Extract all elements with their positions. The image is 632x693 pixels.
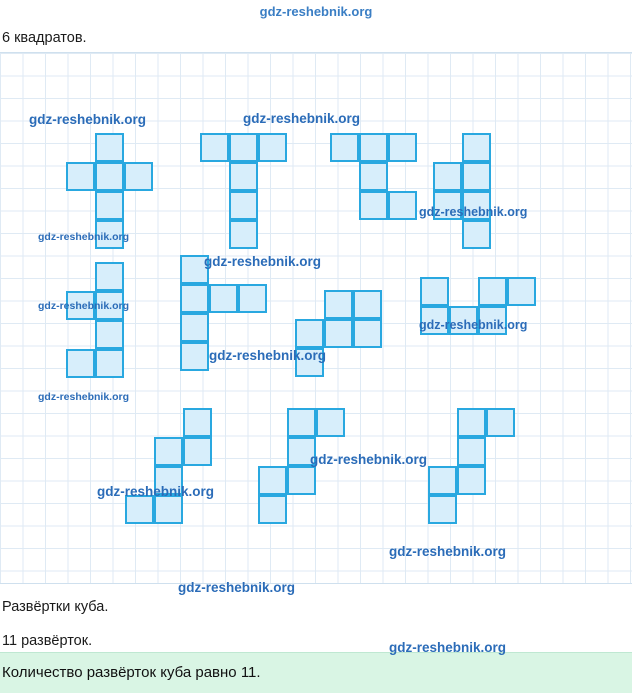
net-cell [66, 291, 95, 320]
net-cell [420, 306, 449, 335]
net-cell [388, 133, 417, 162]
net-cell [200, 133, 229, 162]
net-cell [428, 466, 457, 495]
net-cell [330, 133, 359, 162]
net-cell [316, 408, 345, 437]
net-cell [420, 277, 449, 306]
net-cell [154, 495, 183, 524]
net-cell [353, 290, 382, 319]
net-cell [462, 191, 491, 220]
net-cell [457, 408, 486, 437]
net-cell [180, 255, 209, 284]
net-cell [324, 290, 353, 319]
net-cell [95, 262, 124, 291]
watermark-top: gdz-reshebnik.org [259, 4, 373, 19]
text-nets-title: Развёртки куба. [2, 599, 109, 615]
net-cell [66, 349, 95, 378]
net-cell [359, 162, 388, 191]
net-cell [180, 284, 209, 313]
net-cell [229, 220, 258, 249]
net-cell [478, 277, 507, 306]
net-cell [287, 466, 316, 495]
net-cell [95, 191, 124, 220]
net-cell [95, 133, 124, 162]
net-cell [462, 133, 491, 162]
answer-bar: Количество развёрток куба равно 11. [0, 652, 632, 693]
answer-text: Количество развёрток куба равно 11. [2, 664, 261, 681]
net-cell [180, 313, 209, 342]
net-cell [258, 133, 287, 162]
net-cell [457, 437, 486, 466]
net-cell [180, 342, 209, 371]
net-cell [507, 277, 536, 306]
net-cell [287, 437, 316, 466]
net-cell [295, 319, 324, 348]
net-cell [449, 306, 478, 335]
net-cell [478, 306, 507, 335]
net-cell [462, 220, 491, 249]
net-cell [287, 408, 316, 437]
net-cell [324, 319, 353, 348]
text-nets-count: 11 развёрток. [2, 633, 93, 649]
net-cell [154, 437, 183, 466]
net-cell [258, 466, 287, 495]
net-cell [295, 348, 324, 377]
net-cell [183, 408, 212, 437]
net-cell [95, 220, 124, 249]
net-cell [258, 495, 287, 524]
net-cell [183, 437, 212, 466]
net-cell [66, 162, 95, 191]
net-cell [209, 284, 238, 313]
net-cell [95, 291, 124, 320]
net-cell [428, 495, 457, 524]
net-cell [433, 162, 462, 191]
net-cell [486, 408, 515, 437]
net-cell [359, 191, 388, 220]
net-cell [457, 466, 486, 495]
net-cell [95, 162, 124, 191]
net-cell [124, 162, 153, 191]
net-cell [154, 466, 183, 495]
net-cell [238, 284, 267, 313]
net-cell [229, 191, 258, 220]
net-cell [433, 191, 462, 220]
net-cell [353, 319, 382, 348]
net-cell [229, 133, 258, 162]
net-cell [388, 191, 417, 220]
net-cell [359, 133, 388, 162]
text-six-squares: 6 квадратов. [2, 30, 87, 46]
net-cell [125, 495, 154, 524]
net-cell [462, 162, 491, 191]
net-cell [229, 162, 258, 191]
net-cell [95, 349, 124, 378]
net-cell [95, 320, 124, 349]
